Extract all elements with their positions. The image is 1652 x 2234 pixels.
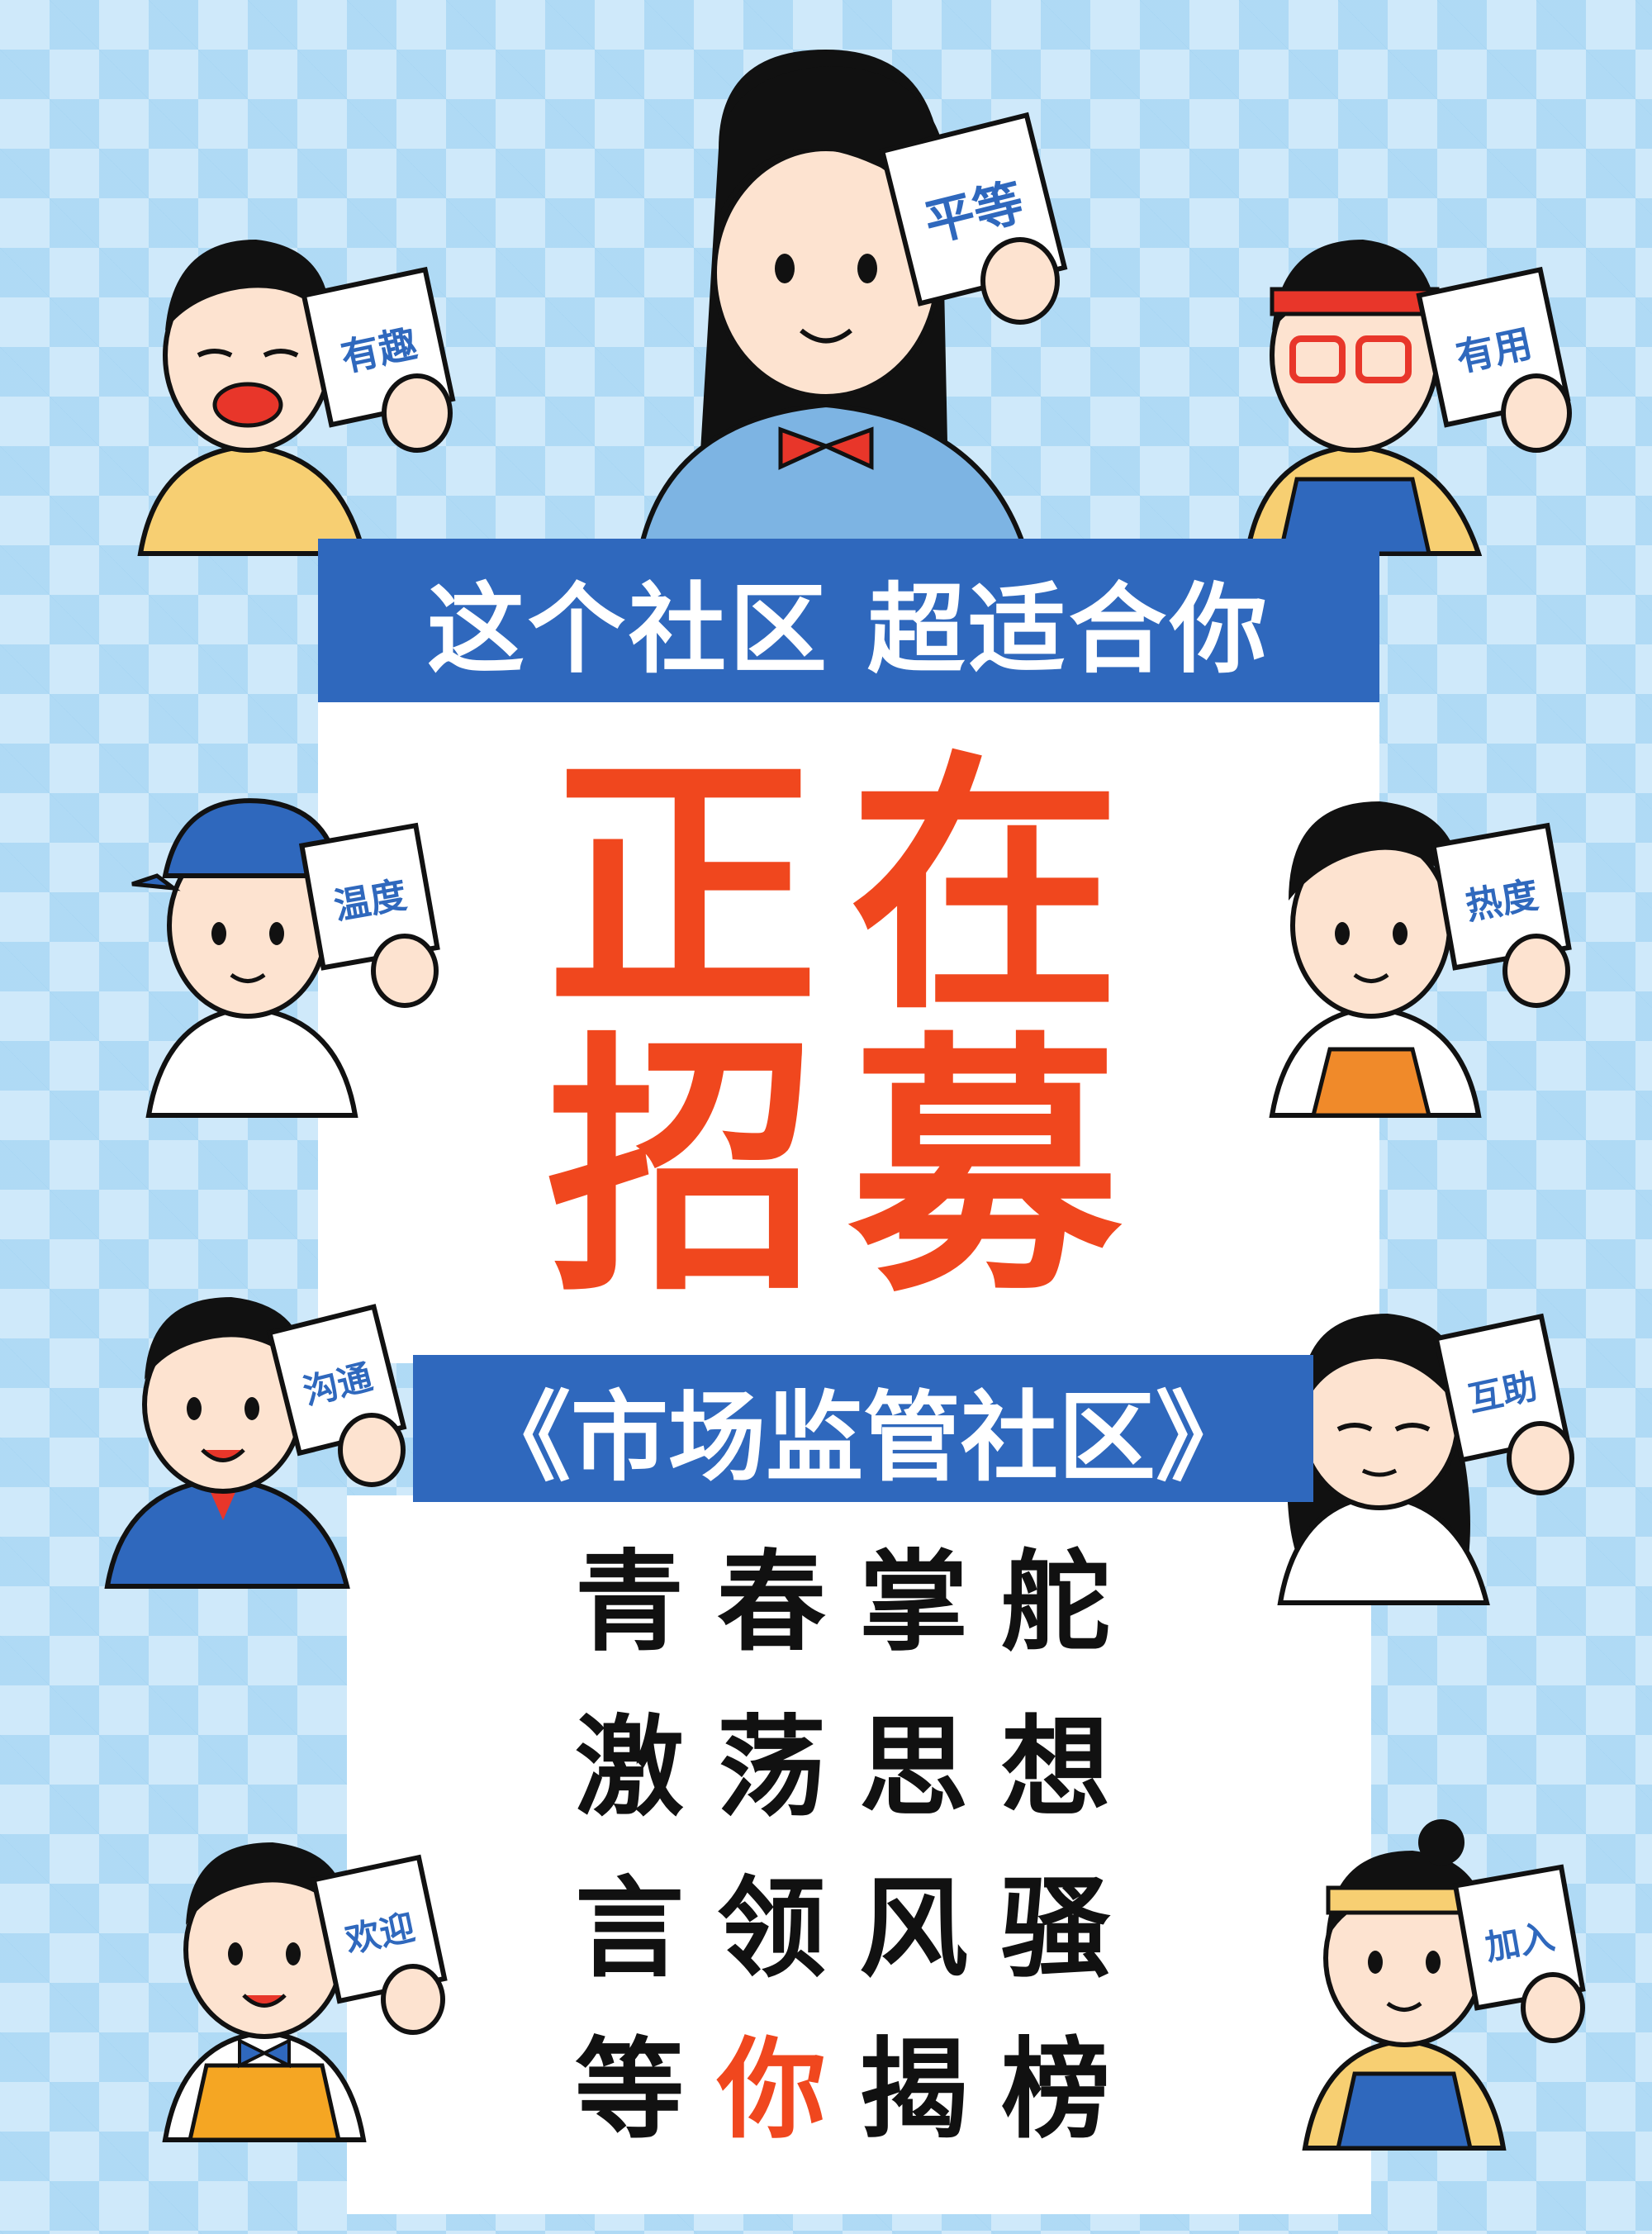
slogan-4-highlight: 你: [717, 2027, 859, 2154]
girl-with-glasses-illustration: 有用: [1244, 240, 1572, 556]
boy-laughing-illustration: 有趣: [137, 240, 456, 556]
girl-with-ponytail-illustration: 互助: [1277, 1313, 1574, 1605]
man-in-suit-illustration: 沟通: [104, 1297, 407, 1589]
slogan-line-2: 激荡思想: [575, 1704, 1143, 1832]
community-name-banner: 《市场监管社区》: [413, 1355, 1313, 1502]
boy-in-cap-illustration: 温度: [131, 798, 440, 1118]
slogan-line-1: 青春掌舵: [575, 1539, 1143, 1666]
top-banner: 这个社区 超适合你: [318, 539, 1379, 702]
poster-panel-upper: [318, 694, 1379, 1363]
waiter-smiling-illustration: 欢迎: [162, 1842, 448, 2142]
slogan-line-4: 等你揭榜: [347, 2028, 1371, 2152]
slogan-4-post: 揭榜: [859, 2027, 1143, 2154]
poster-panel-lower: [347, 1495, 1371, 2214]
slogan-line-3: 言领风骚: [575, 1866, 1143, 1993]
girl-with-headband-illustration: 加入: [1302, 1819, 1586, 2151]
headline-line-1: 正在: [546, 730, 1151, 1047]
slogan-4-pre: 等: [575, 2027, 717, 2154]
headline-line-2: 招募: [546, 1010, 1151, 1328]
boy-determined-illustration: 热度: [1269, 801, 1572, 1118]
girl-holding-card-illustration: 平等: [633, 50, 1068, 581]
